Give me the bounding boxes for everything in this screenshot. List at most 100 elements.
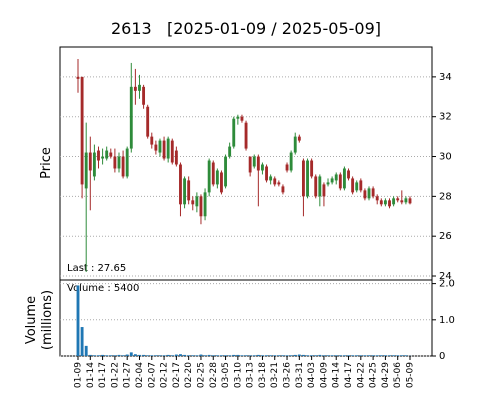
volume-bar — [179, 354, 182, 356]
candle-body — [261, 164, 264, 170]
volume-bar — [249, 355, 252, 356]
volume-bar — [298, 355, 301, 356]
x-tick-label: 03-18 — [258, 362, 268, 388]
candle-body — [236, 117, 239, 119]
candle-body — [113, 157, 116, 169]
candle-body — [257, 157, 260, 171]
volume-bar — [294, 355, 297, 356]
candle-body — [220, 172, 223, 192]
volume-bar — [327, 355, 330, 356]
volume-bar — [306, 355, 309, 356]
x-tick-label: 01-14 — [86, 362, 96, 388]
candle-body — [187, 180, 190, 200]
volume-bar — [109, 355, 112, 356]
volume-bar — [384, 355, 387, 356]
candle-body — [167, 139, 170, 159]
candle-body — [118, 157, 121, 169]
volume-bar — [286, 355, 289, 356]
volume-bar — [113, 355, 116, 356]
volume-bar — [400, 355, 403, 356]
x-tick-label: 04-03 — [307, 362, 317, 388]
candle-body — [138, 85, 141, 91]
last-annotation: Last : 27.65 — [67, 263, 126, 274]
candle-body — [245, 123, 248, 149]
candle-body — [359, 180, 362, 190]
candle-body — [351, 178, 354, 192]
candle-body — [101, 157, 104, 159]
candle-body — [363, 190, 366, 198]
candle-body — [318, 176, 321, 196]
y-tick-label: 2.0 — [439, 279, 455, 290]
candle-body — [134, 87, 137, 91]
volume-bar — [204, 355, 207, 356]
candle-body — [339, 174, 342, 188]
candle-body — [191, 200, 194, 204]
y-tick-label: 26 — [439, 231, 452, 242]
candle-body — [105, 151, 108, 159]
candle-body — [122, 157, 125, 177]
volume-bar — [216, 355, 219, 356]
candle-body — [195, 196, 198, 206]
x-tick-label: 04-14 — [332, 362, 342, 388]
x-tick-label: 03-26 — [283, 362, 293, 388]
x-tick-label: 02-17 — [172, 362, 182, 388]
candle-body — [400, 200, 403, 202]
x-tick-label: 02-28 — [209, 362, 219, 388]
candle-body — [396, 198, 399, 200]
candle-body — [200, 196, 203, 216]
volume-bar — [154, 355, 157, 356]
volume-bar — [150, 355, 153, 356]
candle-body — [253, 157, 256, 167]
volume-bar — [142, 355, 145, 356]
candle-body — [126, 149, 129, 177]
candle-body — [130, 87, 133, 149]
candle-body — [306, 161, 309, 197]
candle-body — [314, 176, 317, 196]
x-tick-label: 03-10 — [233, 362, 243, 388]
x-tick-label: 02-07 — [147, 362, 157, 388]
candle-body — [384, 200, 387, 204]
chart-title: 2613 [2025-01-09 / 2025-05-09] — [111, 19, 381, 38]
volume-bar — [191, 355, 194, 356]
volume-bar — [363, 355, 366, 356]
candle-body — [93, 153, 96, 177]
candle-body — [380, 200, 383, 204]
x-tick-label: 04-22 — [356, 362, 366, 388]
x-tick-label: 03-13 — [246, 362, 256, 388]
volume-bar — [163, 355, 166, 356]
volume-bar — [265, 355, 268, 356]
volume-bar — [241, 355, 244, 356]
volume-bar — [89, 355, 92, 356]
volume-bar — [159, 355, 162, 356]
volume-bar — [146, 355, 149, 356]
candle-body — [277, 182, 280, 184]
x-tick-label: 01-22 — [110, 362, 120, 388]
volume-bar — [232, 355, 235, 356]
y-tick-label: 28 — [439, 191, 452, 202]
candle-body — [347, 170, 350, 178]
volume-bar — [376, 355, 379, 356]
volume-bar — [208, 355, 211, 356]
volume-bar — [245, 355, 248, 356]
candle-body — [355, 182, 358, 190]
volume-bar — [351, 355, 354, 356]
candle-body — [327, 182, 330, 184]
volume-bar — [200, 355, 203, 356]
volume-bar — [355, 355, 358, 356]
volume-bar — [236, 355, 239, 356]
x-tick-label: 01-09 — [74, 362, 84, 388]
volume-bar — [261, 355, 264, 356]
candle-body — [228, 147, 231, 157]
candle-body — [310, 161, 313, 177]
candle-body — [241, 117, 244, 121]
x-tick-label: 02-20 — [184, 362, 194, 388]
candle-body — [142, 87, 145, 105]
volume-bar — [282, 355, 285, 356]
x-tick-label: 03-05 — [221, 362, 231, 388]
candle-body — [372, 188, 375, 196]
candle-body — [368, 188, 371, 198]
volume-bar — [372, 355, 375, 356]
volume-bar — [347, 355, 350, 356]
volume-bar — [183, 355, 186, 356]
